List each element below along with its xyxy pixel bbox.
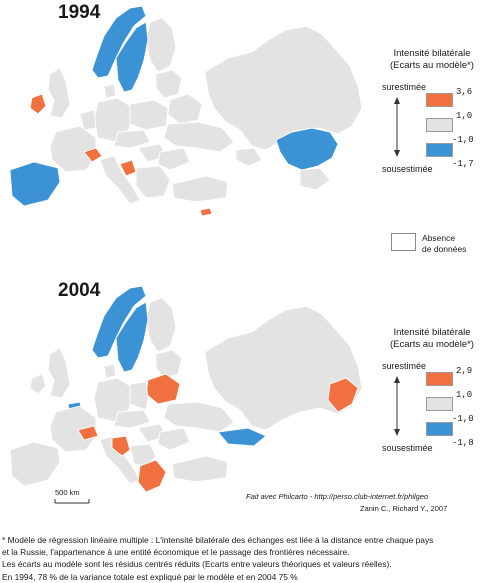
legend-1994-value-4: -1,7 xyxy=(452,159,474,169)
country-benelux xyxy=(79,109,97,131)
country-france xyxy=(49,125,97,173)
country-czech-austria xyxy=(113,409,151,429)
legend-2004-swatch-neutral xyxy=(426,397,453,411)
legend-2004-title: Intensité bilatérale (Ecarts au modèle*) xyxy=(388,327,476,351)
country-czech-austria xyxy=(113,129,151,149)
legend-absence-swatch xyxy=(391,233,416,251)
country-ukraine xyxy=(163,121,235,153)
legend-2004-value-4: -1,8 xyxy=(452,438,474,448)
legend-1994-value-3: -1,0 xyxy=(452,135,474,145)
country-kazakhstan xyxy=(275,127,339,171)
country-belarus xyxy=(167,93,203,125)
footnote: * Modèle de régression linéaire multiple… xyxy=(2,534,478,583)
legend-2004-value-2: 1,0 xyxy=(456,390,473,400)
country-baltics xyxy=(155,69,183,99)
legend-1994-arrow xyxy=(394,97,400,157)
legend-2004-value-3: -1,0 xyxy=(452,414,474,424)
legend-1994-swatch-under xyxy=(426,143,453,157)
legend-1994-value-1: 3,6 xyxy=(456,87,473,97)
credit-line1: Fait avec Philcarto - http://perso.club-… xyxy=(246,492,429,501)
legend-absence-line1: Absence xyxy=(422,233,456,243)
country-ireland xyxy=(29,373,47,395)
country-ireland xyxy=(29,93,47,115)
country-norway xyxy=(91,285,147,359)
country-croatia xyxy=(111,435,131,457)
country-finland xyxy=(145,297,177,353)
country-poland xyxy=(129,99,169,131)
country-poland xyxy=(129,381,149,411)
country-iberia xyxy=(9,161,61,207)
country-russia xyxy=(204,25,363,151)
scale-bar xyxy=(54,499,90,504)
credit-line2: Zanin C., Richard Y., 2007 xyxy=(360,504,448,513)
country-turkey xyxy=(171,175,229,203)
legend-1994-title-line1: Intensité bilatérale xyxy=(393,48,471,59)
legend-2004-arrow xyxy=(394,376,400,436)
country-cyprus xyxy=(199,207,213,217)
scale-label: 500 km xyxy=(55,488,80,497)
country-france xyxy=(49,405,97,453)
country-denmark xyxy=(103,83,117,99)
country-uk xyxy=(47,347,71,399)
legend-1994-under-label: sousestimée xyxy=(382,164,433,174)
legend-2004-swatch-over xyxy=(426,372,453,386)
legend-1994-title: Intensité bilatérale (Ecarts au modèle*) xyxy=(388,48,476,72)
country-denmark xyxy=(103,363,117,379)
country-belarus xyxy=(145,373,181,405)
country-ukraine xyxy=(163,401,235,433)
map-year-1994: 1994 xyxy=(58,2,101,23)
legend-absence-label: Absence de données xyxy=(422,233,466,255)
legend-absence-line2: de données xyxy=(422,244,467,254)
country-norway xyxy=(91,5,147,79)
country-russia xyxy=(204,305,363,431)
country-switzerland xyxy=(83,147,103,163)
country-romania xyxy=(157,147,191,171)
country-greece xyxy=(137,459,167,493)
legend-1994-over-label: surestimée xyxy=(382,82,427,92)
footnote-line4: En 1994, 78 % de la variance totale est … xyxy=(2,571,298,582)
country-kazakhstan xyxy=(327,377,359,413)
legend-2004-value-1: 2,9 xyxy=(456,366,473,376)
footnote-line1: * Modèle de régression linéaire multiple… xyxy=(2,535,434,545)
legend-2004-under-label: sousestimée xyxy=(382,443,433,453)
legend-2004-swatch-under xyxy=(426,422,453,436)
country-central-asia xyxy=(299,167,331,191)
map-europe-1994 xyxy=(0,0,380,230)
legend-2004-over-label: surestimée xyxy=(382,361,427,371)
map-year-2004: 2004 xyxy=(58,280,101,301)
country-polygons xyxy=(9,5,363,217)
legend-1994-title-line2: (Ecarts au modèle*) xyxy=(390,60,474,71)
country-uk xyxy=(47,67,71,119)
country-turkey xyxy=(171,455,229,483)
country-baltics xyxy=(155,349,183,379)
country-finland xyxy=(145,17,177,73)
country-balkans xyxy=(129,443,157,467)
country-sweden xyxy=(115,301,149,373)
country-polygons xyxy=(9,285,363,493)
legend-2004-title-line1: Intensité bilatérale xyxy=(393,327,471,338)
country-italy xyxy=(99,155,141,205)
legend-1994-swatch-over xyxy=(426,93,453,107)
footnote-line3: Les écarts au modèle sont les résidus ce… xyxy=(2,559,392,570)
legend-1994-value-2: 1,0 xyxy=(456,111,473,121)
country-sweden xyxy=(115,21,149,93)
country-caucasus xyxy=(217,427,267,447)
legend-2004-title-line2: (Ecarts au modèle*) xyxy=(390,339,474,350)
country-caucasus xyxy=(235,147,263,167)
country-switzerland xyxy=(77,425,99,441)
country-iberia xyxy=(9,441,61,487)
country-romania xyxy=(157,427,191,451)
legend-1994-swatch-neutral xyxy=(426,118,453,132)
country-balkans xyxy=(135,165,171,199)
map-europe-2004 xyxy=(0,280,380,510)
footnote-line2: et la Russie, l'appartenance à une entit… xyxy=(2,547,350,558)
